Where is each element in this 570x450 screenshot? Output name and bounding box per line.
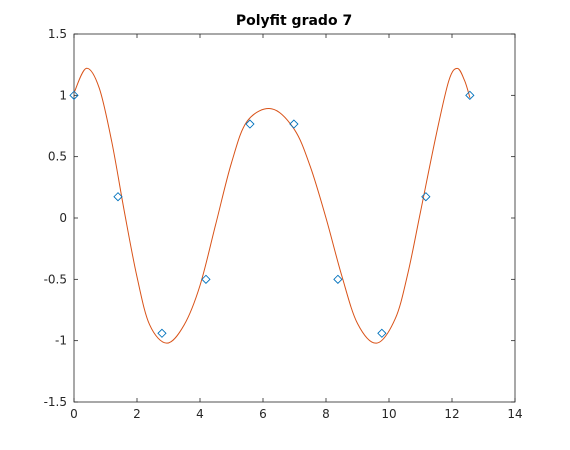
x-tick-label: 0 bbox=[70, 407, 78, 421]
axis-ticks bbox=[73, 33, 516, 403]
x-tick-label: 12 bbox=[444, 407, 459, 421]
data-point-marker bbox=[157, 328, 167, 338]
y-tick-label: 0 bbox=[59, 211, 67, 225]
y-tick-label: -1 bbox=[55, 334, 67, 348]
x-tick-label: 8 bbox=[322, 407, 330, 421]
data-point-marker bbox=[113, 192, 123, 202]
data-point-marker bbox=[421, 192, 431, 202]
data-point-marker bbox=[465, 90, 475, 100]
data-point-marker bbox=[289, 119, 299, 129]
data-point-marker bbox=[245, 119, 255, 129]
x-tick-label: 4 bbox=[196, 407, 204, 421]
series-layer bbox=[69, 67, 475, 344]
axes-box bbox=[73, 33, 516, 403]
data-point-marker bbox=[69, 90, 79, 100]
y-tick-label: 1 bbox=[59, 88, 67, 102]
x-tick-label: 2 bbox=[133, 407, 141, 421]
plot-area: 0 2 4 6 8 10 12 14 1.5 1 0.5 0 -0.5 -1 -1.5 bbox=[44, 27, 523, 421]
y-tick-label: 1.5 bbox=[48, 27, 67, 41]
y-tick-label: -0.5 bbox=[44, 272, 67, 286]
data-point-marker bbox=[201, 274, 211, 284]
chart-title: Polyfit grado 7 bbox=[236, 13, 352, 29]
fit-curve-line bbox=[73, 67, 471, 344]
x-tick-label: 10 bbox=[381, 407, 396, 421]
y-tick-label: -1.5 bbox=[44, 395, 67, 409]
data-point-marker bbox=[377, 328, 387, 338]
data-point-marker bbox=[333, 274, 343, 284]
y-tick-label: 0.5 bbox=[48, 150, 67, 164]
x-tick-label: 14 bbox=[507, 407, 522, 421]
x-tick-label: 6 bbox=[259, 407, 267, 421]
axis-tick-labels: 0 2 4 6 8 10 12 14 1.5 1 0.5 0 -0.5 -1 -1.5 bbox=[44, 27, 523, 421]
